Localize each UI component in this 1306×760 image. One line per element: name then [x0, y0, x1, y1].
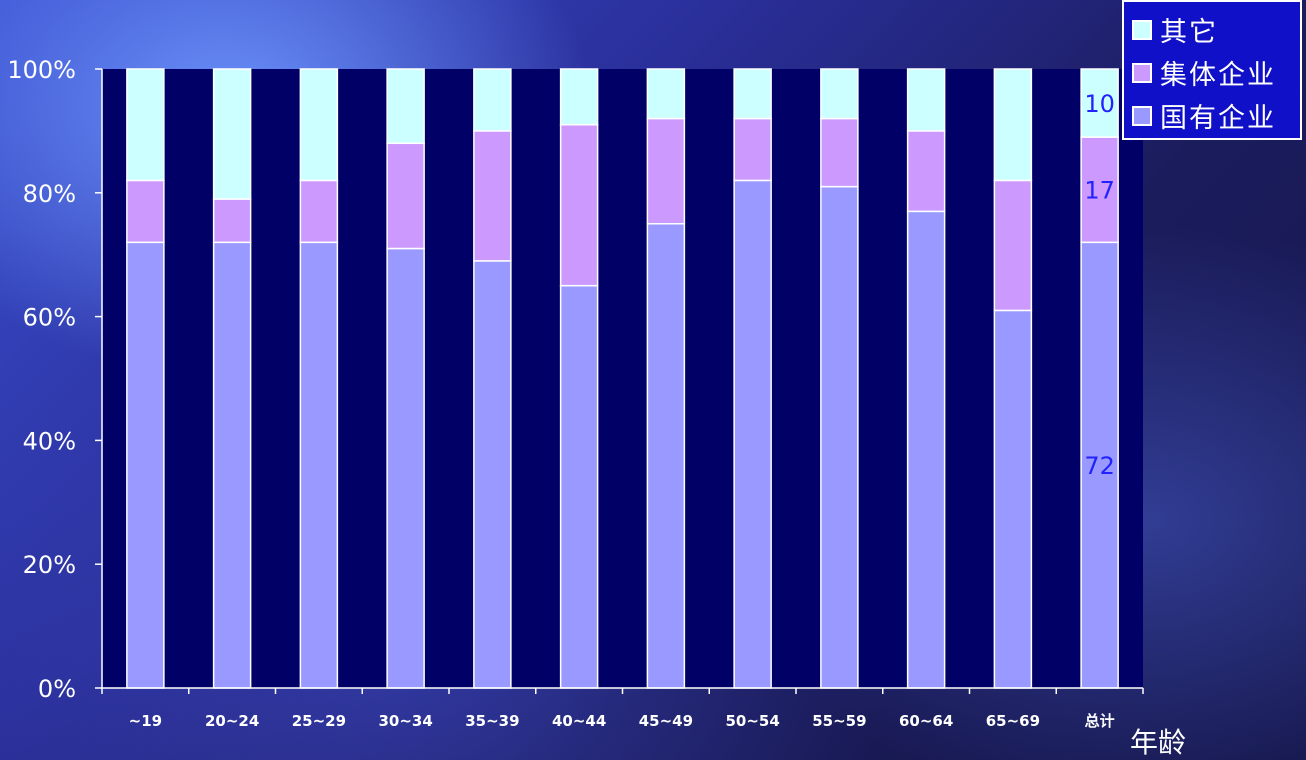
bar-segment-state-owned-5 [559, 284, 599, 689]
bar-segment-collective-0 [126, 179, 165, 244]
legend-label-collective: 集体企业 [1160, 60, 1276, 91]
y-tick-label-4: 80% [23, 180, 76, 208]
y-tick-label-1: 20% [23, 551, 76, 579]
bar-segment-state-owned-9 [906, 210, 946, 689]
legend-item-collective: 集体企业 [1132, 51, 1300, 94]
bar-segment-state-owned-4 [473, 260, 512, 689]
bar-segment-collective-4 [473, 130, 512, 262]
data-label-2: 10 [1084, 90, 1115, 118]
bar-segment-other-4 [473, 68, 512, 132]
bar-segment-state-owned-1 [212, 241, 252, 689]
bar-segment-state-owned-2 [299, 241, 339, 689]
bar-segment-collective-9 [906, 130, 946, 213]
x-tick-label-0: ~19 [129, 712, 162, 730]
bar-segment-other-2 [299, 68, 339, 182]
legend-swatch-state-owned [1132, 105, 1152, 126]
data-labels-group: 72 17 10 [1084, 90, 1115, 480]
y-tick-label-0: 0% [38, 675, 76, 703]
y-axis: 0% 20% 40% 60% 80% 100% [7, 56, 103, 703]
legend-swatch-other [1132, 19, 1152, 40]
bar-segment-other-7 [733, 68, 772, 120]
legend-swatch-collective [1132, 62, 1152, 83]
bar-segment-other-8 [820, 68, 859, 120]
bar-segment-state-owned-3 [386, 247, 425, 689]
bar-segment-collective-6 [646, 117, 686, 225]
bar-segment-collective-1 [212, 198, 252, 244]
legend-label-other: 其它 [1160, 17, 1218, 48]
bar-segment-other-5 [559, 68, 599, 126]
y-tick-label-2: 40% [23, 427, 76, 455]
x-tick-label-7: 50~54 [725, 712, 779, 730]
x-tick-label-11: 总计 [1085, 712, 1115, 730]
bar-segment-other-11 [1080, 68, 1119, 138]
bar-segment-collective-10 [993, 179, 1033, 312]
y-tick-label-3: 60% [23, 304, 76, 332]
bar-segment-other-0 [126, 68, 165, 182]
y-tick-label-5: 100% [7, 56, 76, 84]
x-tick-label-10: 65~69 [986, 712, 1040, 730]
bar-segment-other-10 [993, 68, 1033, 182]
bar-segment-other-3 [386, 68, 425, 145]
bar-segment-collective-7 [733, 117, 772, 182]
x-tick-label-8: 55~59 [812, 712, 866, 730]
x-tick-label-4: 35~39 [465, 712, 519, 730]
bar-segment-other-6 [646, 68, 686, 120]
bar-segment-state-owned-0 [126, 241, 165, 689]
plot-area [102, 69, 1143, 688]
legend: 其它 集体企业 国有企业 [1122, 0, 1302, 140]
legend-label-state-owned: 国有企业 [1160, 103, 1276, 134]
bar-segment-state-owned-7 [733, 179, 772, 689]
legend-item-state-owned: 国有企业 [1132, 94, 1300, 137]
x-tick-label-6: 45~49 [639, 712, 693, 730]
bars-group [126, 68, 1119, 689]
bar-segment-state-owned-10 [993, 309, 1033, 689]
x-tick-label-9: 60~64 [899, 712, 953, 730]
legend-item-other: 其它 [1132, 8, 1300, 51]
x-tick-label-3: 30~34 [378, 712, 432, 730]
x-tick-label-5: 40~44 [552, 712, 606, 730]
x-axis-title: 年龄 [1130, 726, 1186, 759]
bar-segment-other-1 [212, 68, 252, 200]
bar-segment-other-9 [906, 68, 946, 132]
data-label-1: 17 [1084, 177, 1115, 205]
data-label-0: 72 [1084, 452, 1115, 480]
bar-segment-state-owned-6 [646, 223, 686, 689]
bar-segment-collective-2 [299, 179, 339, 244]
bar-segment-collective-3 [386, 142, 425, 250]
bar-segment-state-owned-8 [820, 185, 859, 689]
bar-segment-collective-5 [559, 123, 599, 287]
x-tick-label-2: 25~29 [292, 712, 346, 730]
x-tick-label-1: 20~24 [205, 712, 259, 730]
bar-segment-collective-11 [1080, 136, 1119, 244]
bar-segment-collective-8 [820, 117, 859, 188]
x-axis: ~19 20~24 25~29 30~34 35~39 40~44 45~49 50~54 55… [101, 687, 1144, 730]
